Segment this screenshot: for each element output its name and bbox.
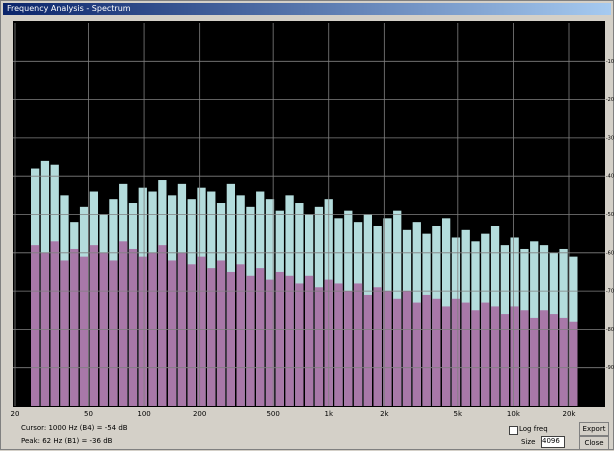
x-tick-label: 20 [11, 410, 20, 418]
title-bar: Frequency Analysis - Spectrum [3, 3, 611, 15]
x-tick-label: 50 [84, 410, 93, 418]
spectrum-bar [89, 245, 98, 406]
status-line: Peak: 62 Hz (B1) = -36 dB [21, 437, 113, 445]
spectrum-bar [353, 283, 363, 406]
x-tick-label: 10k [507, 410, 521, 418]
size-input[interactable]: 4096 [541, 436, 565, 448]
spectrum-bar [50, 241, 59, 406]
spectrum-bar [471, 310, 480, 406]
spectrum-bar [246, 275, 255, 406]
spectrum-bar [207, 268, 216, 406]
spectrum-bar [70, 248, 79, 406]
spectrum-bar [236, 264, 245, 406]
scale-strip [605, 21, 613, 407]
spectrum-bar [119, 241, 128, 406]
spectrum-bar [79, 256, 89, 406]
spectrum-bar [383, 291, 392, 406]
spectrum-bar [500, 314, 509, 406]
spectrum-bar [138, 256, 147, 406]
spectrum-bar [520, 310, 529, 406]
size-label: Size [521, 438, 536, 446]
spectrum-bar [187, 264, 196, 406]
spectrum-bar [569, 321, 578, 406]
spectrum-bar [559, 317, 568, 406]
spectrum-bar [275, 271, 284, 406]
spectrum-bar [314, 287, 324, 406]
spectrum-bar [402, 291, 412, 406]
x-tick-label: 2k [380, 410, 389, 418]
spectrum-bar [256, 268, 265, 406]
spectrum-bar [60, 260, 69, 406]
spectrum-bar [285, 275, 294, 406]
spectrum-bar [422, 294, 431, 406]
spectrum-bar [226, 271, 235, 406]
spectrum-bar [432, 298, 441, 406]
spectrum-bar [168, 260, 177, 406]
spectrum-bar [305, 275, 314, 406]
spectrum-bar [451, 298, 461, 406]
spectrum-bar [31, 245, 40, 406]
spectrum-bar [539, 310, 549, 406]
spectrum-bar [510, 306, 519, 406]
spectrum-bar [363, 294, 372, 406]
y-tick-label: -10 [606, 59, 614, 65]
x-tick-label: 200 [193, 410, 206, 418]
x-tick-label: 20k [563, 410, 577, 418]
spectrum-bar [128, 248, 138, 406]
spectrum-bar [265, 279, 275, 406]
y-tick-label: -40 [606, 174, 614, 180]
spectrum-bar [344, 291, 353, 406]
spectrum-bar [481, 302, 490, 406]
spectrum-bar [393, 298, 402, 406]
x-tick-label: 1k [324, 410, 333, 418]
y-tick-label: -20 [606, 97, 614, 103]
y-tick-label: -50 [606, 212, 614, 218]
spectrum-bar [412, 302, 421, 406]
spectrum-bar [442, 306, 451, 406]
spectrum-bar [334, 283, 343, 406]
spectrum-bar [295, 283, 304, 406]
y-tick-label: -60 [606, 250, 614, 256]
spectrum-bar [109, 260, 118, 406]
y-tick-label: -70 [606, 289, 614, 295]
y-tick-label: -80 [606, 327, 614, 333]
button[interactable]: Close [579, 436, 609, 450]
x-tick-label: 5k [454, 410, 463, 418]
status-line: Cursor: 1000 Hz (B4) = -54 dB [21, 424, 128, 432]
button[interactable]: Export [579, 422, 609, 436]
y-tick-label: -30 [606, 135, 614, 141]
checkbox[interactable] [509, 426, 518, 435]
spectrum-bar [549, 314, 558, 406]
spectrum-bar [490, 306, 500, 406]
x-tick-label: 100 [137, 410, 150, 418]
spectrum-bar [158, 245, 167, 406]
spectrum-bar [461, 302, 470, 406]
spectrum-bar [216, 260, 226, 406]
x-tick-label: 500 [266, 410, 279, 418]
y-tick-label: -90 [606, 365, 614, 371]
spectrum-bar [197, 256, 206, 406]
spectrum-bar [373, 287, 382, 406]
spectrum-bar [530, 317, 539, 406]
checkbox-label: Log freq [519, 425, 548, 433]
